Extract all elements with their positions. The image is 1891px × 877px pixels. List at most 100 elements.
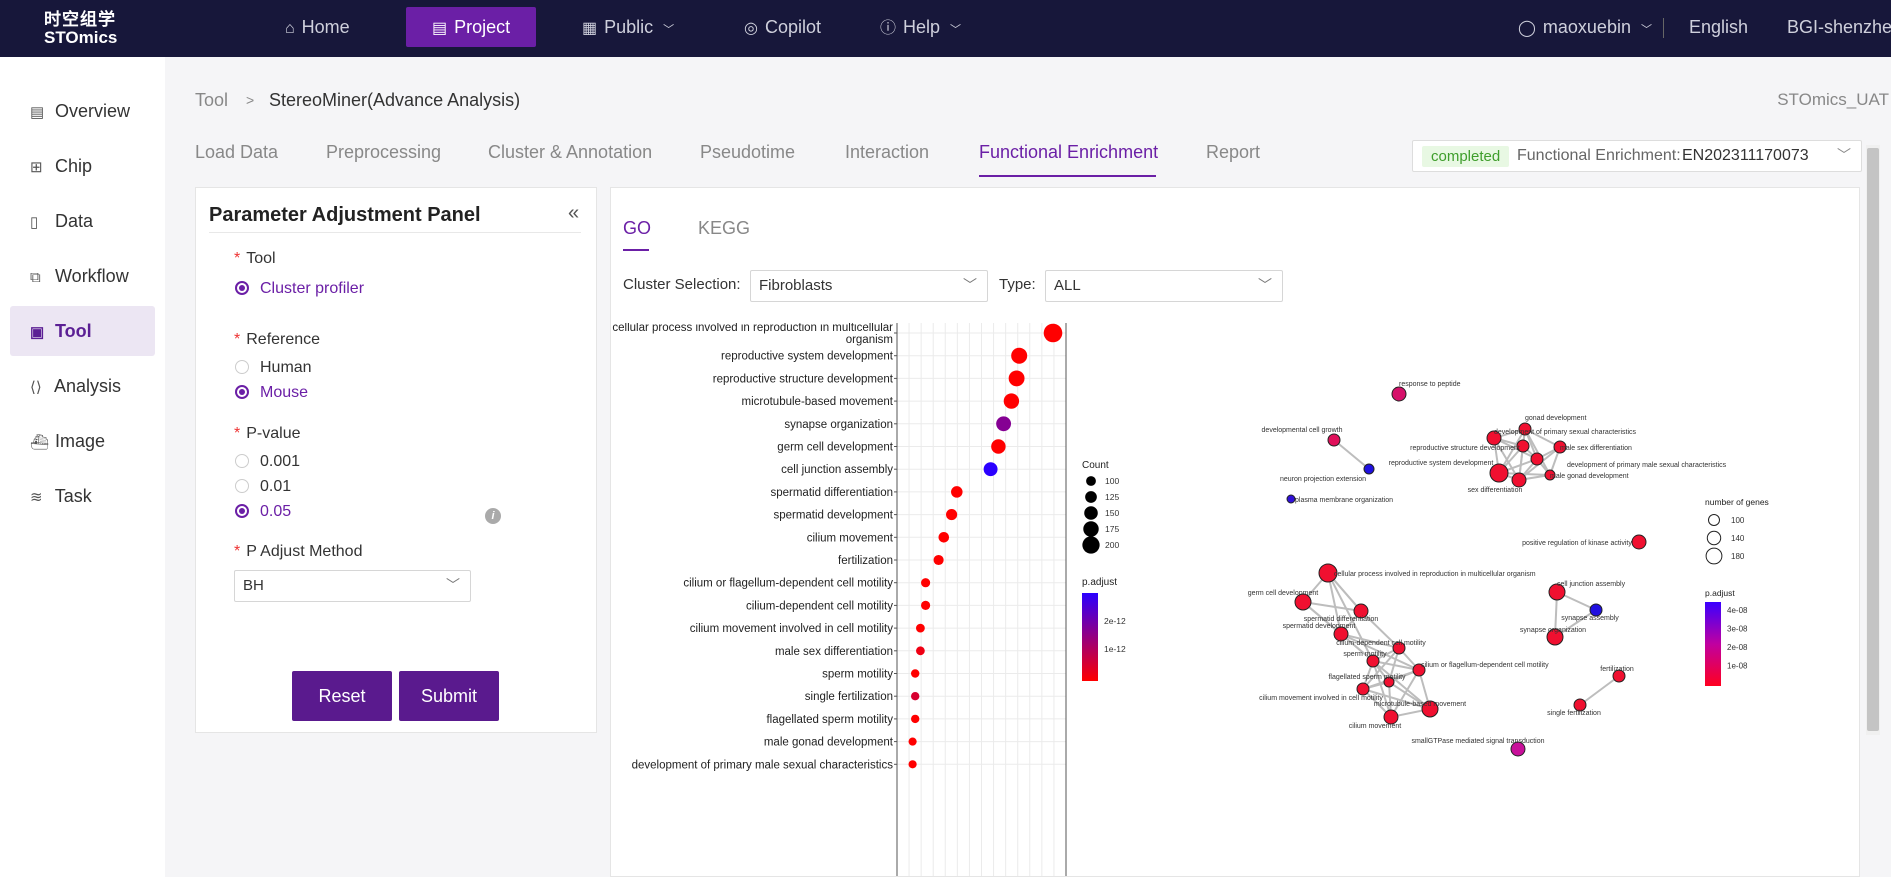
sidebar-item-image[interactable]: ⛴ Image [10,416,155,466]
network-edge [1333,439,1370,470]
dot-point [933,554,944,566]
y-tick-label: spermatid differentiation [770,487,893,499]
tab-go[interactable]: GO [623,218,652,238]
tab-cluster-annotation[interactable]: Cluster & Annotation [488,142,653,162]
stomics-logo[interactable]: 时空组学 STOmics [44,10,134,48]
dot-point [921,578,931,588]
type-select[interactable]: ALL ﹀ [1045,270,1283,302]
sidebar-item-data[interactable]: ▯ Data [10,196,155,246]
network-node-label: plasma membrane organization [1295,497,1393,504]
network-edge [1327,572,1374,662]
radio-pvalue-0001[interactable]: 0.001 [235,453,300,471]
y-tick-label: reproductive system development [721,351,894,363]
collapse-icon[interactable]: « [568,202,580,224]
network-node [1383,676,1395,688]
code-icon: ⟨⟩ [30,379,42,396]
sidebar-item-label: Analysis [54,376,122,396]
scrollbar-thumb[interactable] [1867,148,1879,731]
network-node-label: fertilization [1600,666,1634,673]
nav-public[interactable]: ▦ Public ﹀ [582,0,674,57]
radio-pvalue-005[interactable]: 0.05 [235,503,291,521]
sidebar-item-analysis[interactable]: ⟨⟩ Analysis [10,361,155,411]
language-switch[interactable]: English [1689,17,1749,37]
network-node-label: development of primary sexual characteri… [1494,429,1637,436]
network-node [1489,463,1509,483]
user-menu[interactable]: ◯ maoxuebin ﹀ [1518,0,1652,57]
chip-icon: ⊞ [30,159,43,176]
tab-pseudotime[interactable]: Pseudotime [700,142,796,162]
y-tick-label: cilium movement involved in cell motilit… [690,623,893,635]
chevron-down-icon: ﹀ [1258,277,1272,293]
reset-button[interactable]: Reset [292,671,392,721]
count-legend-label: 150 [1105,508,1119,518]
count-legend-dot [1086,476,1096,486]
region-switch[interactable]: BGI-shenzhen [1787,17,1891,37]
tab-kegg[interactable]: KEGG [698,218,751,238]
radio-mouse[interactable]: Mouse [235,384,308,402]
tab-load-data[interactable]: Load Data [195,142,279,162]
dot-point [921,600,931,610]
sidebar-item-chip[interactable]: ⊞ Chip [10,141,155,191]
network-node-label: smallGTPase mediated signal transduction [1411,738,1544,745]
network-node [1391,386,1407,402]
dot-point [951,486,963,498]
network-node [1546,628,1564,646]
network-node-label: reproductive structure development [1410,445,1520,452]
network-node [1544,469,1556,481]
nav-home-label: Home [301,17,350,37]
dot-point [938,532,950,543]
radio-label: Mouse [260,384,309,401]
y-tick-label: fertilization [838,555,893,567]
tab-interaction[interactable]: Interaction [845,142,930,162]
user-name: maoxuebin [1542,17,1631,37]
breadcrumb-root[interactable]: Tool [195,90,229,110]
task-selector[interactable]: completed Functional Enrichment: EN20231… [1412,140,1862,172]
radio-pvalue-001[interactable]: 0.01 [235,478,291,496]
radio-human[interactable]: Human [235,359,312,377]
y-tick-label: male gonad development [764,737,894,749]
environment-label: STOmics_UAT [1777,90,1889,109]
network-node [1356,682,1370,696]
radio-cluster-profiler[interactable]: Cluster profiler [235,280,364,298]
y-tick-label: single fertilization [805,691,893,703]
sidebar-item-tool[interactable]: ▣ Tool [10,306,155,356]
nav-help[interactable]: ⓘ Help ﹀ [880,0,961,57]
sidebar-item-task[interactable]: ≋ Task [10,471,155,521]
info-icon[interactable]: i [485,508,501,524]
tab-report[interactable]: Report [1206,142,1261,162]
padjust-select[interactable]: BH ﹀ [234,570,471,602]
network-node [1573,698,1587,712]
genes-legend-label: 180 [1731,552,1745,561]
network-node [1612,669,1626,683]
network-node [1327,433,1341,447]
tab-preprocessing[interactable]: Preprocessing [326,142,442,162]
tab-functional-enrichment[interactable]: Functional Enrichment [979,142,1159,162]
y-tick-label: cilium or flagellum-dependent cell motil… [683,578,893,590]
user-icon: ◯ [1518,20,1536,37]
padj2-legend-label: 2e-08 [1727,643,1748,652]
sidebar-item-overview[interactable]: ▤ Overview [10,86,155,136]
dot-point [1043,323,1063,343]
nav-project[interactable]: ▤ Project [406,7,537,47]
nav-copilot[interactable]: ◎ Copilot [744,0,821,57]
chevron-down-icon: ﹀ [950,24,962,36]
cluster-select[interactable]: Fibroblasts ﹀ [750,270,988,302]
dot-point [911,669,920,678]
document-icon: ▤ [30,104,45,121]
network-node-label: cilium movement [1349,723,1402,730]
count-legend-label: 175 [1105,524,1119,534]
submit-button[interactable]: Submit [399,671,499,721]
network-node-label: flagellated sperm motility [1328,674,1406,681]
network-node [1392,641,1406,655]
dot-point [916,623,925,633]
network-edge [1372,660,1420,671]
sidebar-item-workflow[interactable]: ⧉ Workflow [10,251,155,301]
task-selector-value: EN202311170073 [1682,147,1809,164]
chevron-down-icon: ﹀ [1640,24,1652,36]
network-node-label: single fertilization [1547,710,1601,717]
padj2-colorbar [1705,602,1721,686]
y-tick-label: cellular process involved in reproductio… [612,323,893,346]
nav-copilot-label: Copilot [764,17,821,37]
required-mark: * [234,331,241,348]
nav-home[interactable]: ⌂ Home [285,0,350,57]
